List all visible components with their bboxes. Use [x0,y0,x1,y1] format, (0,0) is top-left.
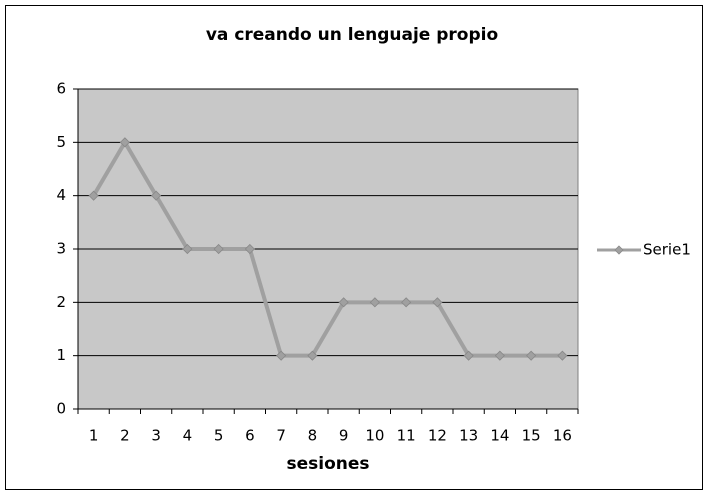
x-tick-label: 8 [308,427,318,445]
x-tick-label: 15 [522,427,541,445]
x-tick-label: 1 [89,427,99,445]
y-tick-label: 6 [56,80,66,98]
marker [88,190,99,201]
x-tick-label: 3 [151,427,161,445]
x-tick-label: 7 [276,427,286,445]
chart-title: va creando un lenguaje propio [206,25,498,45]
series-line [91,140,563,358]
x-tick-label: 12 [428,427,447,445]
y-tick-label: 3 [56,240,66,258]
marker [494,350,505,361]
y-tick-label: 4 [56,186,66,204]
x-tick-label: 14 [490,427,509,445]
x-tick-label: 2 [120,427,130,445]
x-tick-label: 9 [339,427,349,445]
y-tick-label: 1 [56,346,66,364]
marker [463,350,474,361]
marker [151,190,162,201]
legend-marker [614,245,624,255]
legend-label: Serie1 [643,241,691,259]
x-tick-label: 11 [397,427,416,445]
marker [557,350,568,361]
marker [182,243,193,255]
x-tick-label: 16 [553,427,572,445]
x-tick-label: 13 [459,427,478,445]
marker [119,137,130,148]
marker [244,243,255,255]
y-tick-label: 5 [56,133,66,151]
x-tick-label: 4 [183,427,193,445]
marker [276,350,287,361]
marker [369,297,380,308]
x-tick-label: 5 [214,427,224,445]
y-tick-label: 2 [56,293,66,311]
marker [213,243,224,255]
marker [338,297,349,308]
marker [307,350,318,361]
x-axis-label: sesiones [286,454,369,474]
x-tick-label: 6 [245,427,255,445]
marker [526,350,537,361]
marker [432,297,443,308]
x-tick-label: 10 [365,427,384,445]
marker [401,297,412,308]
y-tick-label: 0 [56,400,66,418]
